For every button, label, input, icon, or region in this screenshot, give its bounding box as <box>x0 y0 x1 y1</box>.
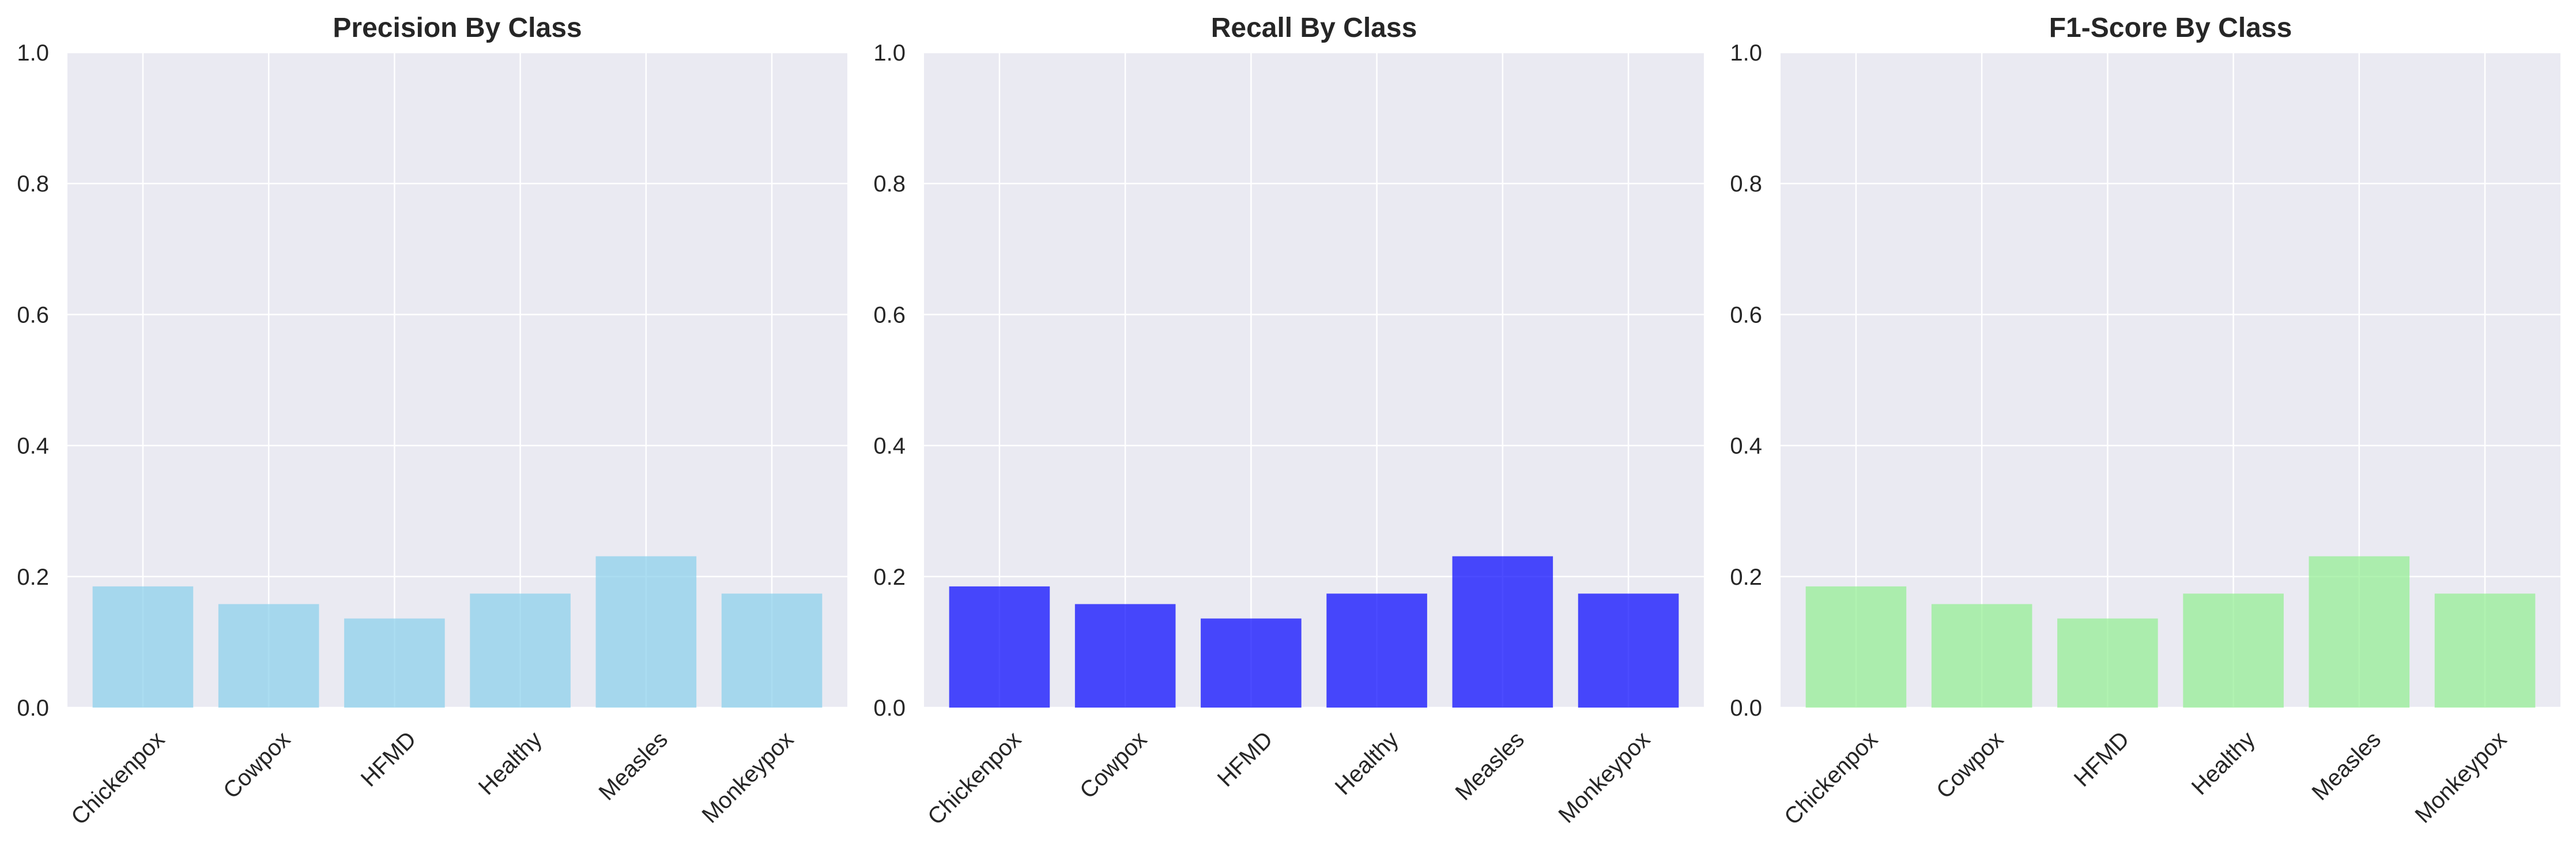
y-tick-label: 0.4 <box>17 434 49 459</box>
x-tick-label: Chickenpox <box>1779 727 1883 830</box>
bar-hfmd <box>2057 618 2158 708</box>
y-tick-label: 0.4 <box>873 434 906 459</box>
bar-cowpox <box>1074 604 1176 708</box>
bar-hfmd <box>1201 618 1302 708</box>
bar-chickenpox <box>1805 586 1907 708</box>
x-tick-label: Chickenpox <box>66 727 169 830</box>
x-tick-label: Cowpox <box>1075 727 1152 803</box>
y-tick-label: 0.0 <box>17 695 49 721</box>
x-tick-label: HFMD <box>1213 727 1278 792</box>
y-tick-label: 0.6 <box>1730 302 1762 328</box>
x-tick-label: HFMD <box>2069 727 2134 792</box>
y-tick-label: 0.8 <box>873 171 906 197</box>
x-tick-label: Monkeypox <box>2410 727 2511 828</box>
y-tick-label: 0.0 <box>1730 695 1762 721</box>
bar-healthy <box>470 593 571 708</box>
y-tick-label: 0.8 <box>1730 171 1762 197</box>
bar-cowpox <box>218 604 319 708</box>
panel-title: F1-Score By Class <box>2049 13 2292 43</box>
y-tick-label: 0.2 <box>873 565 906 590</box>
y-tick-label: 0.2 <box>17 565 49 590</box>
bar-monkeypox <box>1578 593 1679 708</box>
x-tick-label: Measles <box>2307 727 2386 805</box>
bar-measles <box>595 556 697 708</box>
bar-hfmd <box>344 618 445 708</box>
x-tick-label: Healthy <box>1330 727 1404 800</box>
bar-healthy <box>2183 593 2284 708</box>
panel-1: 0.0 0.2 0.4 0.6 0.8 1.0 Chickenpox Cowpox HFMD He… <box>17 13 847 830</box>
x-tick-label: Healthy <box>474 727 547 800</box>
x-tick-label: Monkeypox <box>1553 727 1655 828</box>
y-tick-label: 1.0 <box>17 40 49 66</box>
panel-3: 0.0 0.2 0.4 0.6 0.8 1.0 Chickenpox Cowpox HFMD He… <box>1730 13 2560 830</box>
x-tick-label: HFMD <box>356 727 421 792</box>
y-tick-label: 0.6 <box>17 302 49 328</box>
bar-monkeypox <box>2434 593 2536 708</box>
x-tick-label: Cowpox <box>1932 727 2008 803</box>
panel-title: Recall By Class <box>1211 13 1417 43</box>
bar-healthy <box>1326 593 1427 708</box>
x-tick-label: Measles <box>1451 727 1529 805</box>
bar-measles <box>2309 556 2410 708</box>
x-tick-label: Healthy <box>2187 727 2260 800</box>
y-tick-label: 0.0 <box>873 695 906 721</box>
axes-background <box>924 52 1704 708</box>
panel-2: 0.0 0.2 0.4 0.6 0.8 1.0 Chickenpox Cowpox HFMD He… <box>873 13 1704 830</box>
panel-title: Precision By Class <box>333 13 582 43</box>
x-tick-label: Measles <box>594 727 673 805</box>
bar-measles <box>1452 556 1553 708</box>
axes-background <box>1781 52 2560 708</box>
y-tick-label: 1.0 <box>1730 40 1762 66</box>
axes-background <box>67 52 847 708</box>
x-tick-label: Cowpox <box>218 727 295 803</box>
y-tick-label: 0.6 <box>873 302 906 328</box>
bar-monkeypox <box>721 593 823 708</box>
x-tick-label: Chickenpox <box>923 727 1026 830</box>
bar-chickenpox <box>92 586 194 708</box>
bar-chickenpox <box>949 586 1050 708</box>
y-tick-label: 1.0 <box>873 40 906 66</box>
y-tick-label: 0.8 <box>17 171 49 197</box>
x-tick-label: Monkeypox <box>697 727 798 828</box>
y-tick-label: 0.4 <box>1730 434 1762 459</box>
bar-cowpox <box>1931 604 2032 708</box>
y-tick-label: 0.2 <box>1730 565 1762 590</box>
